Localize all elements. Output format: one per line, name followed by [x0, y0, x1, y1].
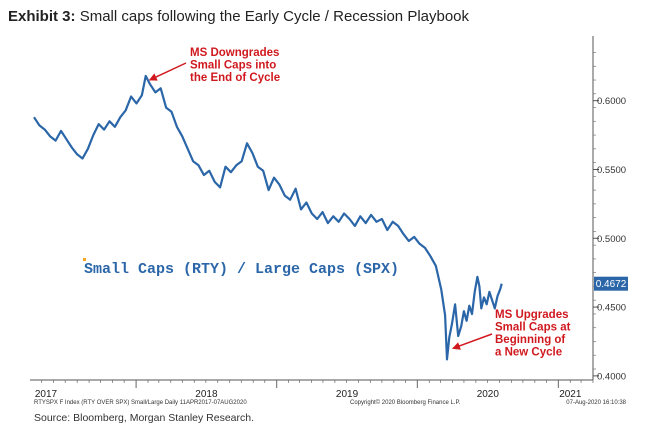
y-tick-label: 0.5500 — [597, 165, 626, 176]
x-tick-label: 2019 — [336, 389, 359, 400]
footer-right: 07-Aug-2020 16:10:38 — [566, 400, 626, 406]
legend-marker — [83, 258, 86, 261]
legend-text: Small Caps (RTY) / Large Caps (SPX) — [84, 261, 399, 278]
y-tick-label: 0.4000 — [597, 371, 626, 382]
x-axis: 2017 2018 2019 2020 2021 — [30, 379, 594, 400]
last-value-badge: 0.4672 — [594, 276, 628, 291]
annotation-arrow — [452, 333, 493, 350]
y-tick-label: 0.4500 — [597, 303, 626, 314]
x-tick-label: 2020 — [477, 389, 500, 400]
annotation-text: Beginning of — [495, 334, 565, 346]
annotation-text: the End of Cycle — [190, 72, 280, 84]
y-tick-label: 0.6000 — [597, 96, 626, 107]
last-value-label: 0.4672 — [596, 279, 627, 290]
annotation-text: Small Caps at — [495, 322, 571, 334]
x-tick-label: 2018 — [195, 389, 218, 400]
annotation-arrow — [148, 62, 187, 81]
annotation-text: a New Cycle — [495, 347, 562, 359]
x-tick-label: 2017 — [35, 389, 58, 400]
exhibit-title-text: Small caps following the Early Cycle / R… — [79, 8, 470, 25]
annotation-text: Small Caps into — [190, 60, 276, 72]
x-tick-label: 2021 — [559, 389, 582, 400]
exhibit-title: Exhibit 3: Small caps following the Earl… — [8, 8, 469, 25]
series-line-rty-spx — [33, 74, 503, 361]
y-axis: 0.4000 0.4500 0.5000 0.5500 0.6000 — [592, 36, 626, 382]
annotation-text: MS Upgrades — [495, 309, 569, 321]
annotation-text: MS Downgrades — [190, 47, 279, 59]
footer-left: RTYSPX F Index (RTY OVER SPX) Small/Larg… — [34, 400, 247, 406]
footer-center: Copyright© 2020 Bloomberg Finance L.P. — [350, 399, 461, 406]
exhibit-label: Exhibit 3: — [8, 8, 76, 25]
source-note: Source: Bloomberg, Morgan Stanley Resear… — [34, 412, 255, 424]
y-tick-label: 0.5000 — [597, 234, 626, 245]
